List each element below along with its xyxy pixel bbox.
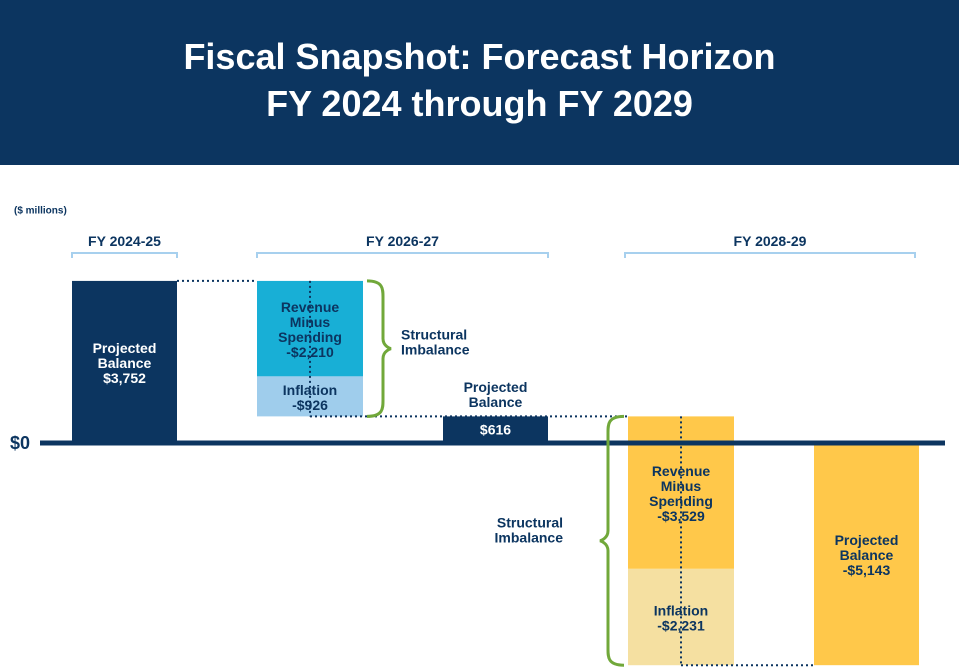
period-bracket-line bbox=[71, 252, 178, 258]
period-label: FY 2024-25 bbox=[88, 233, 161, 249]
bar-label: Inflation bbox=[654, 603, 708, 619]
waterfall-bar bbox=[814, 443, 919, 666]
bar-label: Revenue bbox=[652, 463, 711, 479]
bar-label: -$5,143 bbox=[843, 562, 891, 578]
period-label: FY 2028-29 bbox=[734, 233, 807, 249]
bracket-label: Imbalance bbox=[495, 530, 564, 546]
bracket-label: Structural bbox=[401, 327, 467, 343]
bar-label: Minus bbox=[661, 478, 702, 494]
page-title: Fiscal Snapshot: Forecast Horizon bbox=[183, 36, 776, 77]
structural-imbalance-bracket bbox=[599, 414, 625, 667]
period-bracket-line bbox=[256, 252, 549, 258]
bar-label: -$2,231 bbox=[657, 618, 705, 634]
period-bracket-line bbox=[624, 252, 916, 258]
bar-label: Projected bbox=[835, 532, 899, 548]
bar-label: Revenue bbox=[281, 299, 340, 315]
bar-label: $3,752 bbox=[103, 370, 146, 386]
bar-label: Balance bbox=[840, 547, 894, 563]
bar-label: Projected bbox=[464, 379, 528, 395]
bar-label: Projected bbox=[93, 340, 157, 356]
bracket-label: Structural bbox=[497, 515, 563, 531]
title-banner: Fiscal Snapshot: Forecast Horizon FY 202… bbox=[0, 0, 959, 165]
period-label: FY 2026-27 bbox=[366, 233, 439, 249]
bar-label: Minus bbox=[290, 314, 331, 330]
waterfall-bar bbox=[72, 280, 177, 443]
bar-label: Spending bbox=[649, 493, 713, 509]
waterfall-bar bbox=[443, 416, 548, 443]
zero-axis-label: $0 bbox=[10, 433, 30, 453]
structural-imbalance-bracket bbox=[366, 279, 392, 418]
bar-label: -$926 bbox=[292, 397, 328, 413]
bar-label: Balance bbox=[469, 394, 523, 410]
data-label: $616 bbox=[480, 422, 511, 438]
bar-label: -$3,529 bbox=[657, 508, 705, 524]
page-subtitle: FY 2024 through FY 2029 bbox=[266, 83, 693, 124]
bar-label: Spending bbox=[278, 329, 342, 345]
bar-label: Inflation bbox=[283, 382, 337, 398]
bracket-label: Imbalance bbox=[401, 342, 470, 358]
units-label: ($ millions) bbox=[14, 206, 67, 217]
bar-label: -$2,210 bbox=[286, 344, 334, 360]
bar-label: Balance bbox=[98, 355, 152, 371]
